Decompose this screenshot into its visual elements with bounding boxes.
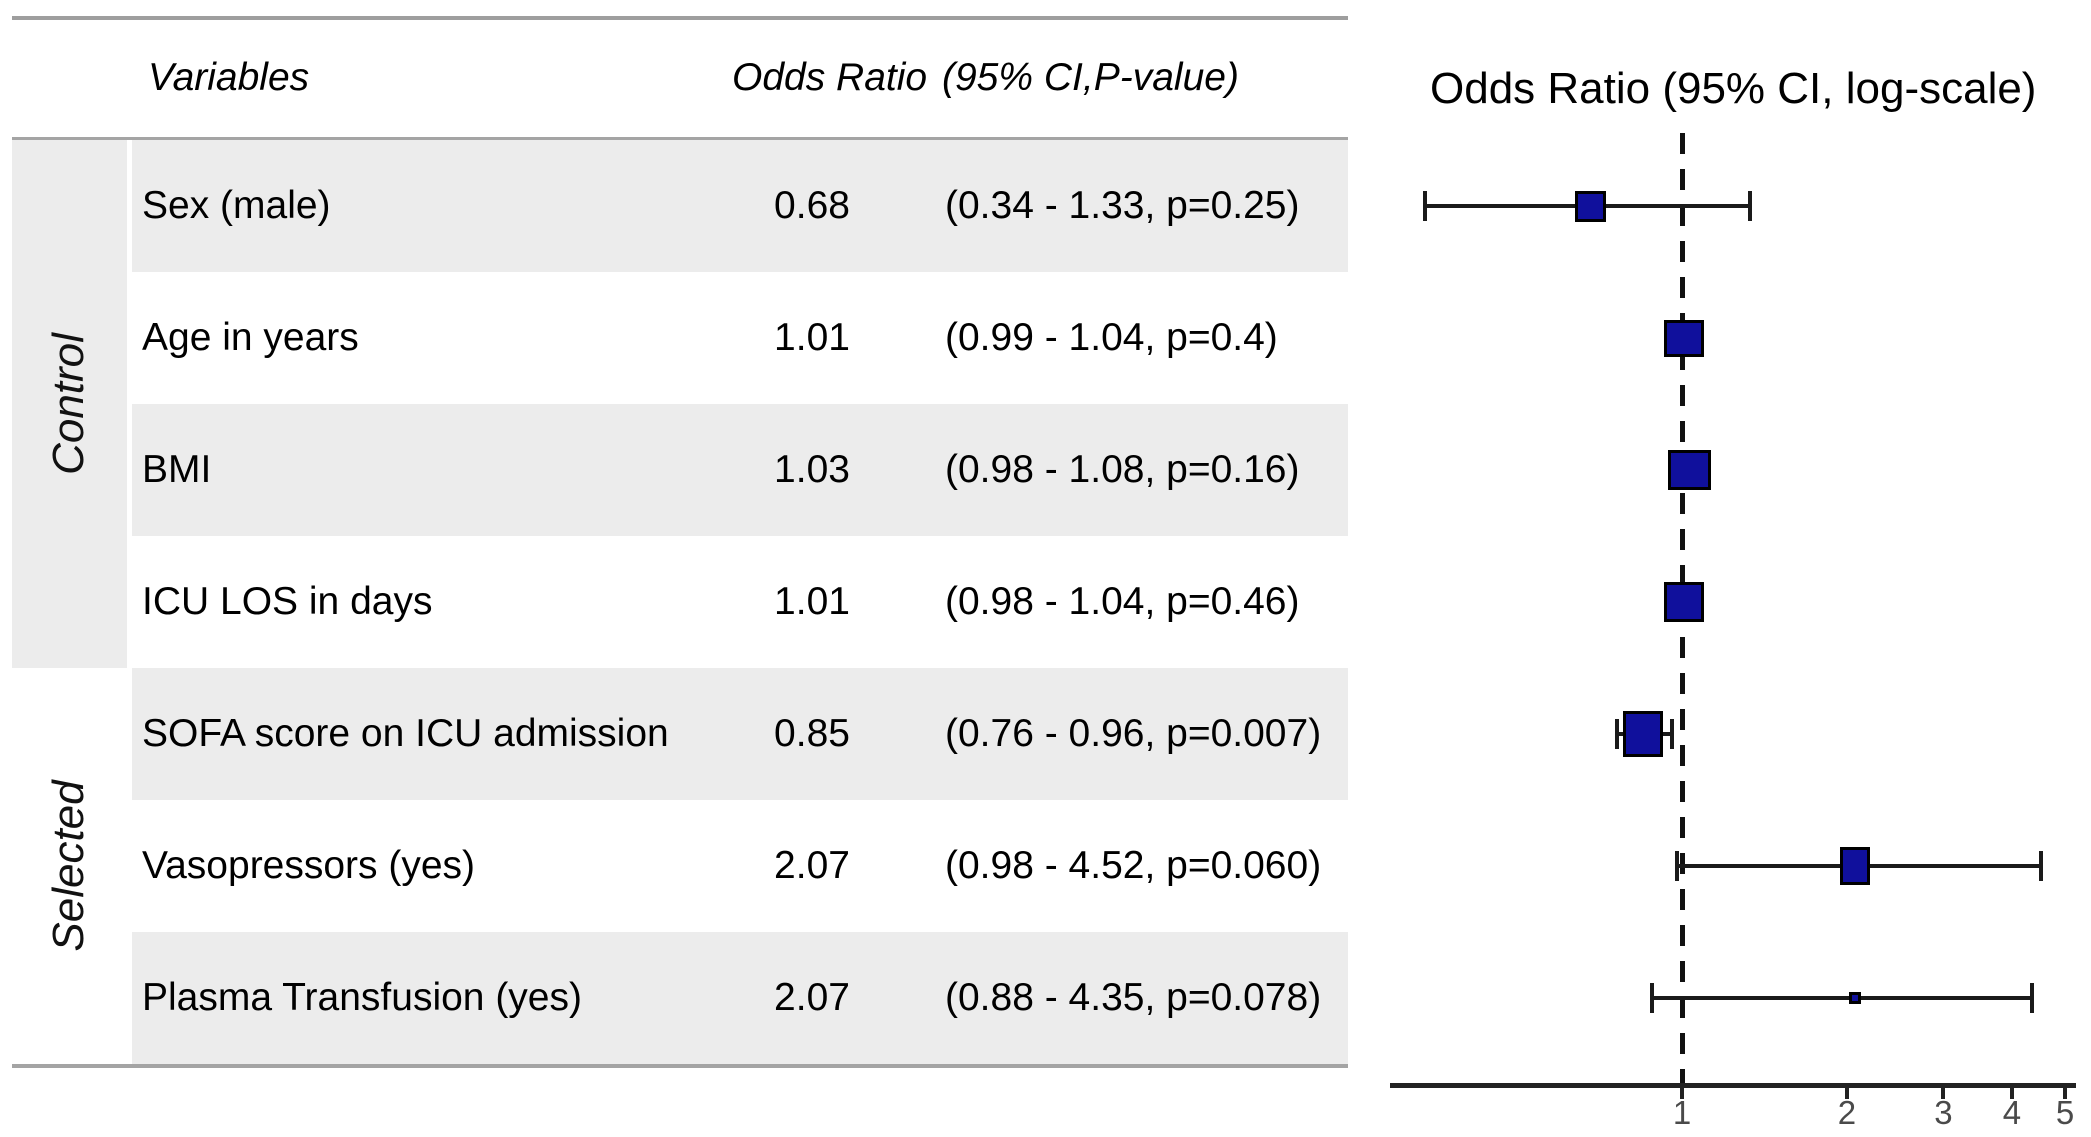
x-tick-label-4: 4 (2002, 1094, 2022, 1131)
ci-cap-low-5 (1675, 851, 1680, 881)
table-row: Vasopressors (yes) 2.07 (0.98 - 4.52, p=… (0, 800, 1348, 932)
ci-cap-low-0 (1423, 191, 1428, 221)
or-marker-1 (1664, 319, 1705, 357)
row-ci-pvalue: (0.88 - 4.35, p=0.078) (945, 976, 1322, 1019)
row-ci-pvalue: (0.34 - 1.33, p=0.25) (945, 184, 1300, 227)
x-axis (1390, 1083, 2076, 1088)
x-tick-label-3: 3 (1934, 1094, 1953, 1131)
table-row: Age in years 1.01 (0.99 - 1.04, p=0.4) (0, 272, 1348, 404)
row-variable: ICU LOS in days (142, 580, 433, 623)
row-variable: Age in years (142, 316, 359, 359)
x-tick-2 (1844, 1087, 1849, 1099)
ci-cap-high-6 (2029, 983, 2034, 1013)
or-marker-3 (1664, 582, 1705, 622)
row-variable: Vasopressors (yes) (142, 844, 476, 887)
x-tick-5 (2063, 1087, 2068, 1099)
row-stripe (132, 140, 1348, 272)
x-tick-4 (2009, 1087, 2014, 1099)
row-stripe (132, 668, 1348, 800)
table-header: Variables Odds Ratio (95% CI,P-value) (0, 19, 1348, 137)
x-tick-label-1: 1 (1672, 1094, 1692, 1131)
or-marker-6 (1849, 992, 1862, 1004)
or-marker-0 (1574, 190, 1606, 222)
row-ci-pvalue: (0.98 - 1.04, p=0.46) (945, 580, 1300, 623)
row-odds-ratio: 2.07 (774, 976, 850, 1019)
table-header-rule (12, 137, 1348, 140)
ci-cap-low-6 (1649, 983, 1654, 1013)
row-variable: BMI (142, 448, 212, 491)
ci-cap-high-5 (2039, 851, 2044, 881)
ci-cap-low-4 (1614, 719, 1619, 749)
row-stripe (132, 404, 1348, 536)
row-variable: SOFA score on ICU admission (142, 712, 669, 755)
header-ci-pvalue: (95% CI,P-value) (942, 56, 1239, 99)
x-tick-label-5: 5 (2055, 1094, 2075, 1131)
row-ci-pvalue: (0.98 - 4.52, p=0.060) (945, 844, 1322, 887)
row-odds-ratio: 2.07 (774, 844, 850, 887)
row-stripe (132, 932, 1348, 1064)
group-column-control-bg (12, 140, 127, 668)
ci-cap-high-0 (1747, 191, 1752, 221)
table-row: Sex (male) 0.68 (0.34 - 1.33, p=0.25) (0, 140, 1348, 272)
plot-title: Odds Ratio (95% CI, log-scale) (1430, 64, 2037, 113)
table-top-rule (12, 16, 1348, 20)
x-tick-3 (1941, 1087, 1946, 1099)
or-marker-4 (1623, 711, 1664, 757)
ci-line-6 (1651, 996, 2032, 1000)
row-variable: Sex (male) (142, 184, 331, 227)
table-row: BMI 1.03 (0.98 - 1.08, p=0.16) (0, 404, 1348, 536)
row-ci-pvalue: (0.76 - 0.96, p=0.007) (945, 712, 1322, 755)
row-odds-ratio: 0.85 (774, 712, 850, 755)
header-variables: Variables (148, 56, 310, 99)
table-row: ICU LOS in days 1.01 (0.98 - 1.04, p=0.4… (0, 536, 1348, 668)
or-marker-5 (1840, 847, 1871, 885)
table-row: SOFA score on ICU admission 0.85 (0.76 -… (0, 668, 1348, 800)
row-ci-pvalue: (0.98 - 1.08, p=0.16) (945, 448, 1300, 491)
row-odds-ratio: 1.01 (774, 580, 850, 623)
row-odds-ratio: 1.03 (774, 448, 850, 491)
table-bottom-rule (12, 1064, 1348, 1068)
or-marker-2 (1667, 450, 1711, 490)
row-variable: Plasma Transfusion (yes) (142, 976, 582, 1019)
x-tick-label-2: 2 (1837, 1094, 1857, 1131)
row-odds-ratio: 1.01 (774, 316, 850, 359)
ci-cap-high-4 (1670, 719, 1675, 749)
table-row: Plasma Transfusion (yes) 2.07 (0.88 - 4.… (0, 932, 1348, 1064)
x-tick-1 (1680, 1087, 1684, 1099)
row-odds-ratio: 0.68 (774, 184, 850, 227)
row-ci-pvalue: (0.99 - 1.04, p=0.4) (945, 316, 1278, 359)
